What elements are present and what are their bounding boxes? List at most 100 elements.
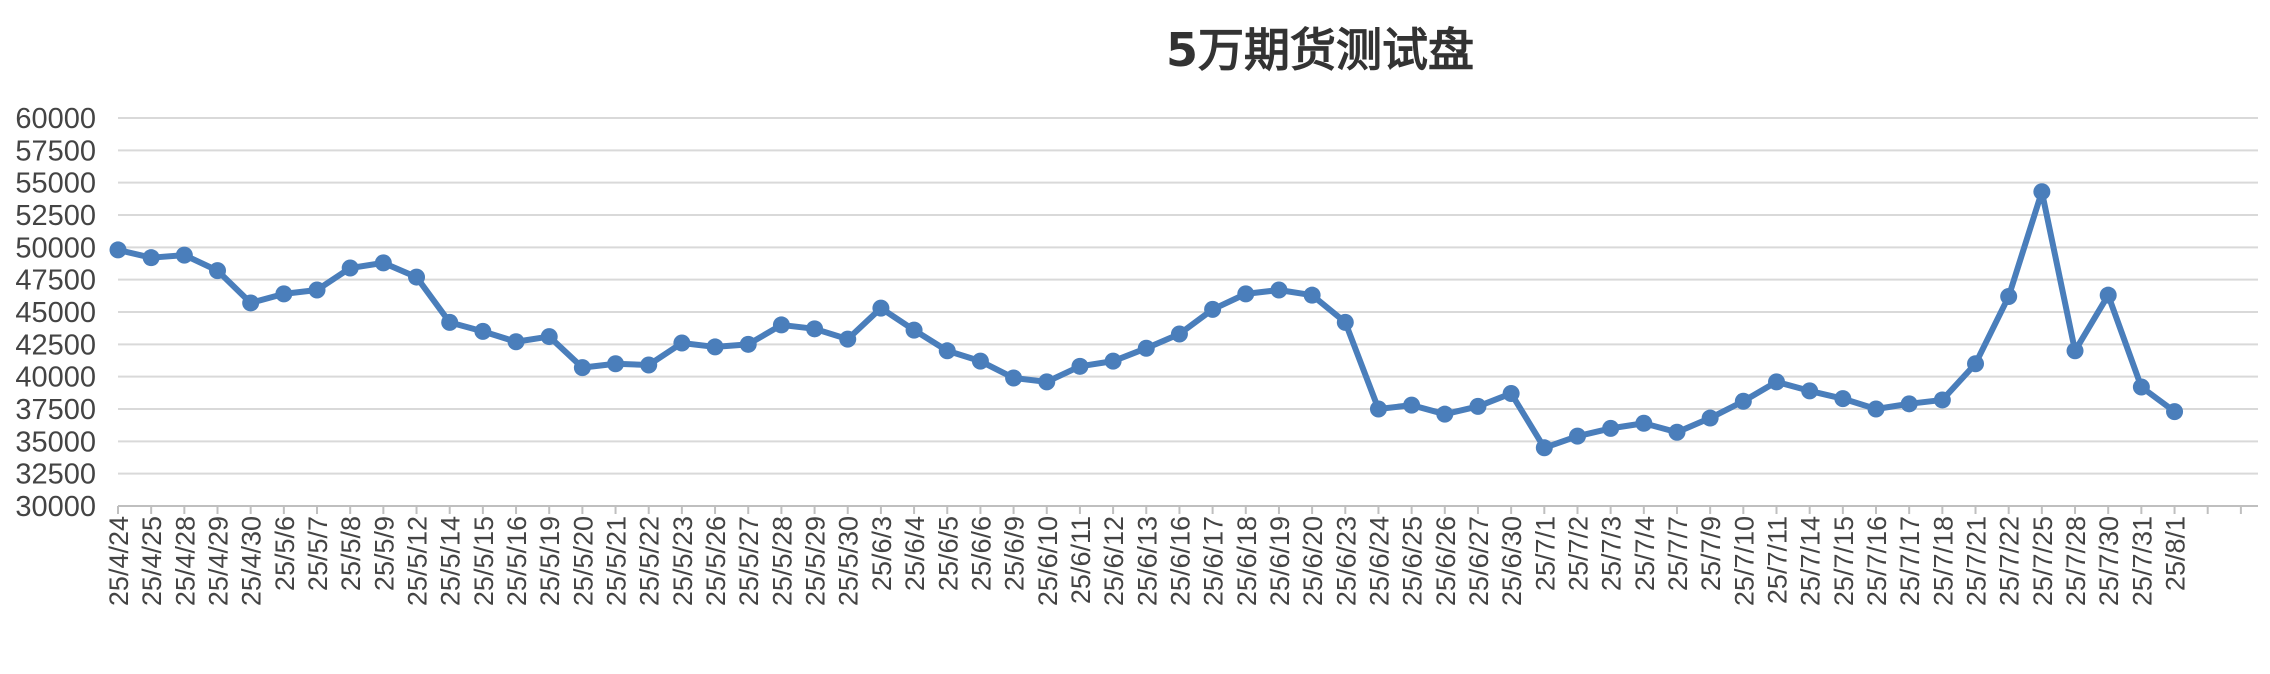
- data-point: [242, 294, 260, 312]
- x-tick-label: 25/6/12: [1099, 516, 1129, 606]
- data-point: [374, 254, 392, 272]
- x-tick-label: 25/7/21: [1962, 516, 1992, 606]
- x-tick-label: 25/7/22: [1995, 516, 2025, 606]
- y-tick-label: 40000: [15, 362, 96, 394]
- x-tick-label: 25/7/25: [2028, 516, 2058, 606]
- x-tick-label: 25/6/9: [1000, 516, 1030, 591]
- x-tick-label: 25/7/14: [1796, 516, 1826, 606]
- x-tick-label: 25/6/10: [1033, 516, 1063, 606]
- data-point: [1369, 400, 1387, 418]
- x-tick-label: 25/5/15: [469, 516, 499, 606]
- x-tick-label: 25/6/11: [1066, 516, 1096, 604]
- data-point: [872, 299, 890, 317]
- x-tick-label: 25/6/30: [1497, 516, 1527, 606]
- data-point: [1104, 352, 1122, 370]
- x-tick-label: 25/6/3: [867, 516, 897, 591]
- x-tick-label: 25/5/6: [270, 516, 300, 591]
- x-tick-label: 25/5/7: [303, 516, 333, 591]
- data-point: [1768, 373, 1785, 391]
- x-tick-label: 25/6/18: [1232, 516, 1262, 606]
- data-point: [209, 262, 227, 280]
- data-point: [1038, 373, 1056, 391]
- data-point: [905, 321, 923, 339]
- x-tick-label: 25/7/15: [1829, 516, 1859, 606]
- data-point: [2166, 403, 2184, 421]
- x-tick-label: 25/5/29: [801, 516, 831, 606]
- x-tick-label: 25/6/4: [900, 516, 930, 591]
- x-tick-label: 25/4/30: [237, 516, 267, 606]
- data-point: [971, 352, 989, 370]
- data-point: [2000, 287, 2018, 305]
- x-tick-label: 25/5/21: [602, 516, 632, 606]
- data-point: [1834, 390, 1852, 408]
- data-point: [1071, 357, 1089, 375]
- data-point: [1270, 281, 1288, 299]
- data-point: [1967, 355, 1985, 373]
- y-tick-label: 60000: [15, 103, 96, 135]
- x-tick-label: 25/6/24: [1364, 516, 1394, 606]
- data-point: [1237, 285, 1255, 303]
- x-tick-label: 25/5/26: [701, 516, 731, 606]
- x-tick-label: 25/5/14: [436, 516, 466, 606]
- data-point: [2132, 378, 2150, 396]
- x-tick-label: 25/4/29: [204, 516, 234, 606]
- data-points: [109, 183, 2184, 457]
- x-tick-label: 25/5/9: [369, 516, 399, 591]
- data-point: [938, 342, 956, 360]
- data-point: [2099, 286, 2117, 304]
- x-tick-label: 25/5/20: [568, 516, 598, 606]
- data-point: [1502, 384, 1520, 402]
- data-point: [1801, 382, 1819, 400]
- data-point: [308, 281, 326, 299]
- data-point: [275, 285, 293, 303]
- x-tick-label: 25/6/5: [933, 516, 963, 591]
- x-axis-tick-labels: 25/4/24 25/4/25 25/4/28 25/4/29 25/4/30 25/5/…: [104, 516, 2191, 606]
- y-tick-label: 50000: [15, 232, 96, 264]
- x-tick-label: 25/6/13: [1132, 516, 1162, 606]
- data-point: [1568, 427, 1586, 445]
- data-point: [2033, 183, 2051, 201]
- data-point: [408, 268, 426, 286]
- data-point: [1701, 409, 1719, 427]
- y-tick-label: 45000: [15, 297, 96, 329]
- x-tick-label: 25/6/25: [1398, 516, 1428, 606]
- data-point: [109, 241, 127, 259]
- chart-title: 5万期货测试盘: [1165, 23, 1474, 77]
- x-tick-label: 25/7/28: [2061, 516, 2091, 606]
- data-point: [1403, 396, 1421, 414]
- data-point: [175, 246, 193, 264]
- x-tick-label: 25/7/1: [1530, 516, 1560, 591]
- x-tick-label: 25/5/28: [767, 516, 797, 606]
- x-axis: [117, 505, 2258, 514]
- x-tick-label: 25/5/23: [668, 516, 698, 606]
- x-tick-label: 25/6/27: [1464, 516, 1494, 606]
- x-tick-label: 25/5/22: [635, 516, 665, 606]
- data-point: [1170, 325, 1188, 343]
- data-point: [341, 259, 359, 277]
- y-tick-label: 30000: [15, 491, 96, 523]
- y-tick-label: 57500: [15, 135, 96, 167]
- data-point: [706, 338, 724, 356]
- x-tick-label: 25/4/25: [137, 516, 167, 606]
- y-tick-label: 35000: [15, 426, 96, 458]
- gridlines: [118, 117, 2258, 475]
- x-tick-label: 25/8/1: [2161, 516, 2191, 591]
- data-point: [806, 320, 824, 338]
- x-tick-label: 25/7/3: [1597, 516, 1627, 591]
- x-tick-label: 25/6/20: [1298, 516, 1328, 606]
- x-tick-label: 25/4/24: [104, 516, 134, 606]
- x-tick-label: 25/7/31: [2127, 516, 2157, 606]
- data-point: [772, 316, 790, 334]
- data-point: [640, 356, 658, 374]
- data-point: [1734, 392, 1752, 410]
- y-tick-label: 52500: [15, 200, 96, 232]
- y-tick-label: 55000: [15, 168, 96, 200]
- x-tick-label: 25/6/19: [1265, 516, 1295, 606]
- data-point: [1933, 391, 1951, 409]
- x-tick-label: 25/6/23: [1331, 516, 1361, 606]
- x-tick-label: 25/6/16: [1165, 516, 1195, 606]
- data-point: [607, 355, 625, 373]
- data-point: [739, 335, 757, 353]
- data-point: [2066, 342, 2084, 360]
